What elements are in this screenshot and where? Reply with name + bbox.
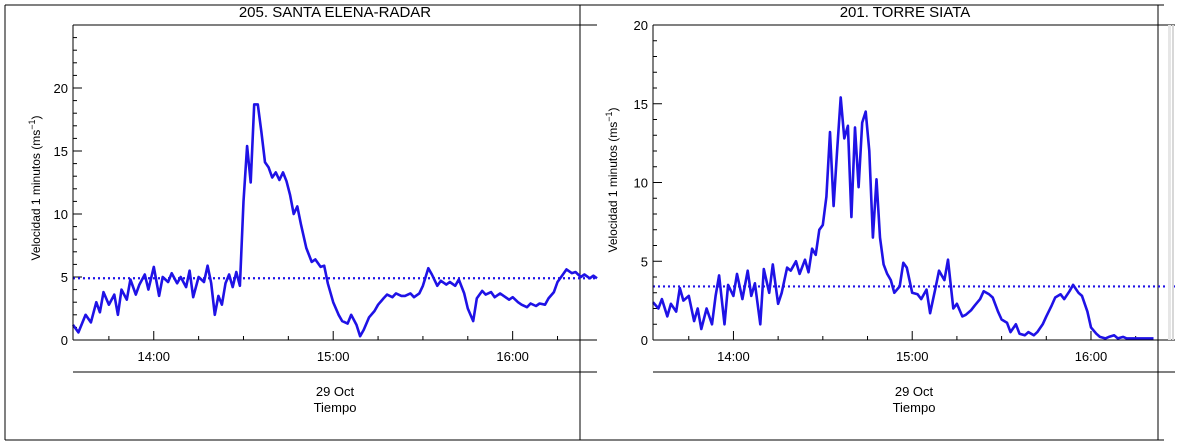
y-tick-label: 15 <box>54 144 68 159</box>
x-axis-label: Tiempo <box>893 400 936 415</box>
x-tick-label: 16:00 <box>1075 349 1108 364</box>
edge-shading <box>1168 25 1174 340</box>
y-tick-label: 15 <box>634 97 648 112</box>
series-line <box>652 96 1154 340</box>
y-tick-label: 5 <box>641 254 648 269</box>
y-tick-label: 0 <box>641 333 648 348</box>
y-tick-label: 10 <box>634 176 648 191</box>
y-axis-label-close: ) <box>29 116 43 120</box>
x-ticks: 14:00 15:00 16:00 <box>108 331 559 364</box>
y-axis-label-unit: −1 <box>27 120 37 130</box>
y-ticks: 0 5 10 15 20 <box>54 37 82 348</box>
y-axis-label-unit: −1 <box>604 112 614 122</box>
x-tick-label: 14:00 <box>137 349 170 364</box>
y-axis-label: Velocidad 1 minutos (ms−1) <box>604 108 620 253</box>
x-tick-label: 15:00 <box>896 349 929 364</box>
y-axis-label-text: Velocidad 1 minutos (ms <box>29 130 43 261</box>
chart-torre-siata: 201. TORRE SIATA Velocidad 1 minutos (ms… <box>604 4 1175 415</box>
x-tick-label: 15:00 <box>317 349 350 364</box>
y-tick-label: 5 <box>61 270 68 285</box>
y-ticks: 0 5 10 15 20 <box>634 18 662 348</box>
chart-title: 205. SANTA ELENA-RADAR <box>239 4 431 21</box>
chart-title: 201. TORRE SIATA <box>840 4 971 21</box>
series-line <box>71 103 598 338</box>
x-tick-label: 14:00 <box>717 349 750 364</box>
y-axis-label-text: Velocidad 1 minutos (ms <box>606 122 620 253</box>
plot-axes <box>72 24 597 341</box>
y-axis-label-close: ) <box>606 108 620 112</box>
chart-santa-elena: 205. SANTA ELENA-RADAR Velocidad 1 minut… <box>27 4 598 415</box>
x-axis-date: 29 Oct <box>316 384 355 399</box>
y-tick-label: 0 <box>61 333 68 348</box>
y-axis-label: Velocidad 1 minutos (ms−1) <box>27 116 43 261</box>
plot-axes <box>652 24 1175 341</box>
x-axis-date: 29 Oct <box>895 384 934 399</box>
x-axis-label: Tiempo <box>314 400 357 415</box>
y-tick-label: 20 <box>634 18 648 33</box>
y-tick-label: 10 <box>54 207 68 222</box>
x-ticks: 14:00 15:00 16:00 <box>688 331 1137 364</box>
x-tick-label: 16:00 <box>496 349 529 364</box>
y-tick-label: 20 <box>54 81 68 96</box>
page-frame <box>4 4 1164 441</box>
